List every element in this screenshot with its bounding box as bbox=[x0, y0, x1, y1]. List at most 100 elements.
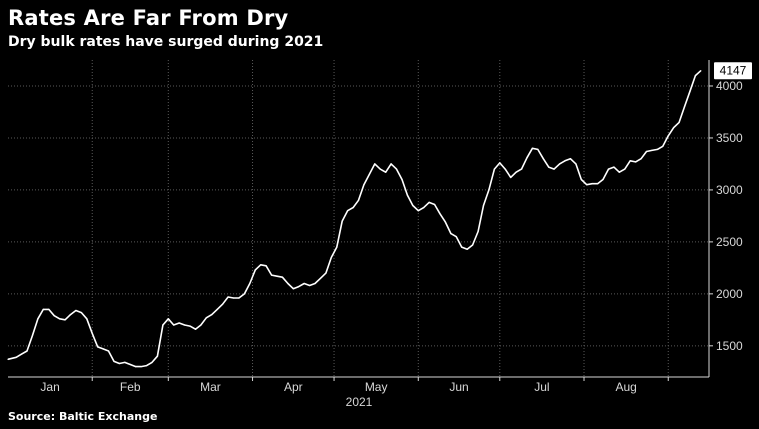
data-point bbox=[504, 168, 506, 170]
data-point bbox=[434, 203, 436, 206]
data-point bbox=[118, 362, 120, 365]
data-point bbox=[156, 355, 158, 357]
data-point bbox=[309, 284, 311, 287]
data-point bbox=[298, 286, 300, 288]
data-point bbox=[31, 334, 34, 336]
data-point bbox=[211, 314, 213, 316]
data-point bbox=[683, 106, 686, 108]
data-point bbox=[477, 230, 479, 233]
last-value-label: 4147 bbox=[720, 64, 747, 78]
data-point bbox=[347, 210, 349, 212]
data-point bbox=[597, 183, 599, 185]
data-point bbox=[352, 207, 354, 209]
data-point bbox=[515, 171, 517, 173]
data-point bbox=[249, 282, 251, 285]
data-point bbox=[700, 70, 702, 72]
data-point bbox=[488, 189, 490, 191]
data-point bbox=[374, 163, 376, 165]
data-point bbox=[167, 318, 169, 320]
x-tick-label: May bbox=[365, 380, 388, 394]
data-point bbox=[178, 322, 180, 324]
data-point bbox=[135, 366, 137, 368]
data-point bbox=[151, 361, 153, 363]
data-point bbox=[271, 274, 273, 276]
data-point bbox=[200, 324, 202, 326]
data-point bbox=[15, 356, 17, 358]
data-point bbox=[395, 168, 398, 170]
data-point bbox=[281, 276, 283, 278]
data-point bbox=[450, 233, 452, 235]
data-point bbox=[618, 171, 620, 173]
data-point bbox=[472, 244, 474, 246]
x-tick-label: Apr bbox=[284, 380, 303, 394]
chart-subtitle: Dry bulk rates have surged during 2021 bbox=[8, 34, 324, 50]
x-tick-label: Jun bbox=[449, 380, 468, 394]
data-point bbox=[412, 204, 414, 207]
data-point bbox=[303, 282, 305, 285]
data-point bbox=[243, 293, 245, 295]
data-point bbox=[140, 366, 142, 368]
axes bbox=[8, 60, 710, 378]
data-point bbox=[86, 318, 88, 320]
data-point bbox=[162, 324, 164, 326]
data-point bbox=[406, 194, 408, 196]
data-point bbox=[564, 160, 566, 162]
data-point bbox=[53, 315, 55, 317]
y-tick-label: 1500 bbox=[716, 339, 743, 353]
x-tick-label: Jul bbox=[534, 380, 549, 394]
data-point bbox=[493, 168, 495, 170]
data-point bbox=[401, 178, 403, 181]
data-point bbox=[548, 166, 550, 168]
data-point bbox=[385, 171, 387, 173]
data-point bbox=[678, 121, 680, 123]
data-point bbox=[64, 319, 66, 321]
data-point bbox=[428, 201, 430, 203]
data-point bbox=[357, 199, 360, 201]
data-point bbox=[216, 308, 218, 310]
data-point bbox=[591, 183, 593, 185]
chart-source: Source: Baltic Exchange bbox=[8, 410, 158, 423]
y-tick-label: 2000 bbox=[716, 287, 743, 301]
data-point bbox=[368, 173, 370, 175]
data-point bbox=[91, 332, 93, 334]
x-axis-ticks: Jan Feb Mar Apr May Jun Jul Aug bbox=[40, 377, 669, 394]
data-point bbox=[656, 148, 659, 150]
data-point bbox=[194, 328, 197, 330]
data-point bbox=[276, 275, 278, 277]
data-point bbox=[645, 150, 648, 153]
data-point bbox=[26, 350, 28, 352]
data-point bbox=[129, 363, 131, 366]
x-tick-label: Jan bbox=[40, 380, 59, 394]
data-point bbox=[694, 75, 697, 77]
data-point bbox=[222, 303, 224, 305]
data-point bbox=[107, 350, 110, 352]
y-tick-label: 4000 bbox=[716, 79, 743, 93]
data-point bbox=[461, 246, 463, 248]
chart-title: Rates Are Far From Dry bbox=[8, 6, 289, 30]
data-point bbox=[520, 168, 523, 170]
series-line bbox=[7, 70, 702, 368]
data-point bbox=[390, 163, 392, 165]
data-point bbox=[292, 288, 294, 290]
data-point bbox=[444, 221, 446, 223]
data-point bbox=[455, 236, 457, 238]
data-point bbox=[613, 166, 615, 168]
data-point bbox=[629, 160, 631, 162]
data-point bbox=[559, 163, 561, 165]
data-point bbox=[689, 90, 691, 92]
data-point bbox=[97, 346, 99, 348]
data-point bbox=[423, 207, 425, 209]
data-point bbox=[466, 248, 468, 250]
data-point bbox=[640, 158, 642, 160]
data-point bbox=[48, 308, 50, 310]
data-point bbox=[667, 135, 669, 137]
data-point bbox=[37, 318, 39, 320]
data-point bbox=[21, 353, 23, 355]
data-point bbox=[510, 176, 512, 178]
data-point bbox=[265, 265, 267, 267]
data-point bbox=[75, 309, 77, 312]
y-tick-label: 2500 bbox=[716, 235, 743, 249]
y-tick-label: 3000 bbox=[716, 183, 743, 197]
data-point bbox=[602, 178, 604, 181]
data-point bbox=[124, 361, 126, 363]
